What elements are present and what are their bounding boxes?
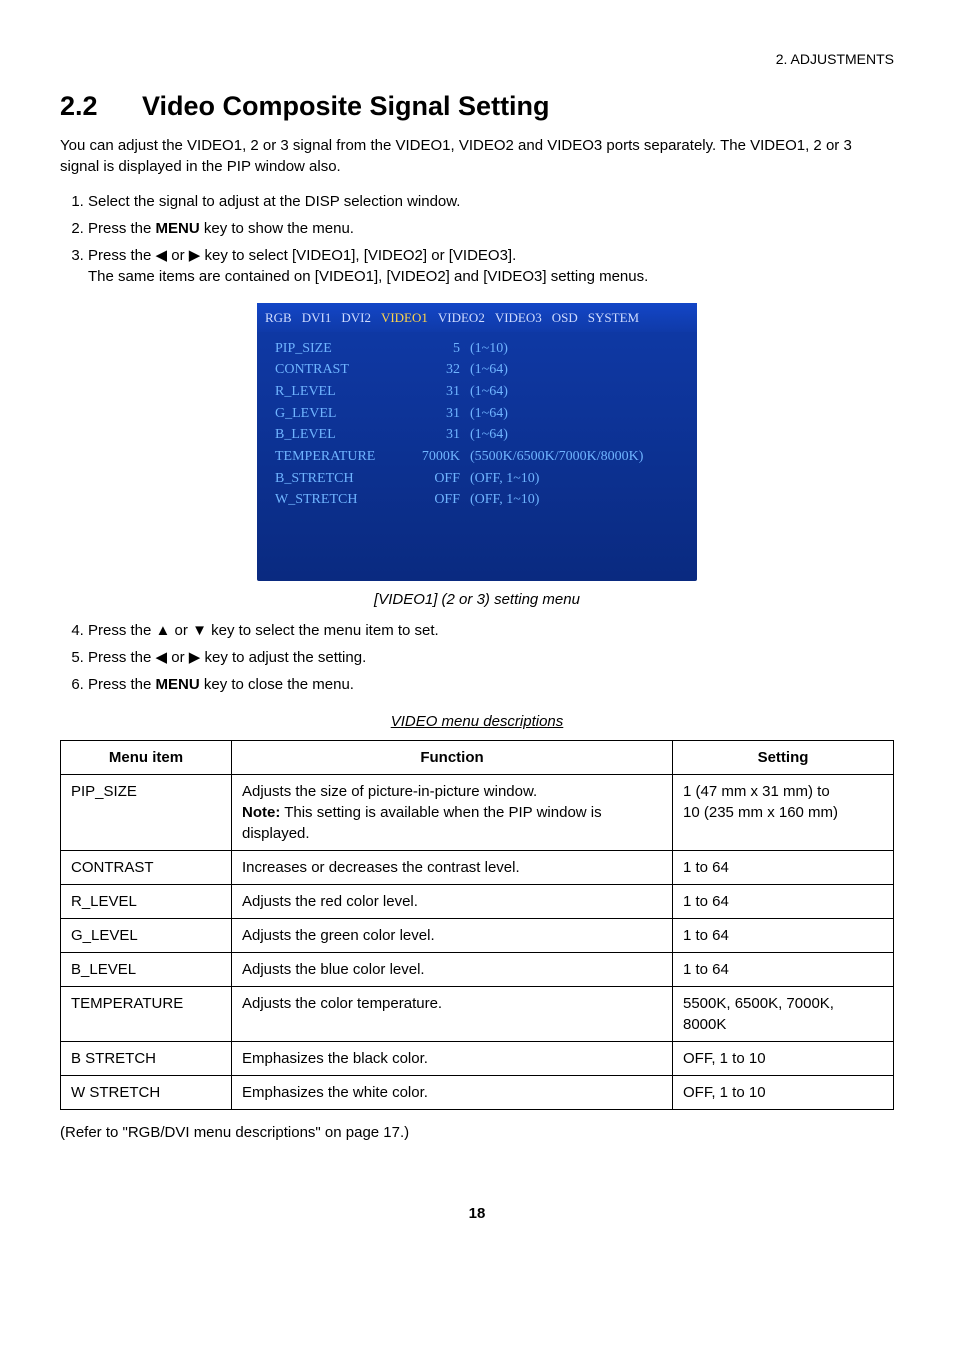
menu-tab: RGB: [265, 309, 292, 327]
menu-row-range: (1~10): [470, 338, 508, 360]
menu-row-key: B_LEVEL: [275, 424, 405, 446]
menu-row-key: W_STRETCH: [275, 489, 405, 511]
menu-row-key: CONTRAST: [275, 359, 405, 381]
menu-row-value: 31: [405, 424, 470, 446]
cell-menu-item: G_LEVEL: [61, 919, 232, 953]
cell-setting: 5500K, 6500K, 7000K,8000K: [673, 987, 894, 1042]
menu-row: CONTRAST32(1~64): [275, 359, 687, 381]
video-menu-screenshot: RGB DVI1 DVI2 VIDEO1 VIDEO2 VIDEO3 OSD SYSTEM P…: [257, 303, 697, 581]
cell-menu-item: PIP_SIZE: [61, 775, 232, 851]
cell-function: Increases or decreases the contrast leve…: [232, 851, 673, 885]
table-row: W STRETCHEmphasizes the white color.OFF,…: [61, 1076, 894, 1110]
table-row: PIP_SIZEAdjusts the size of picture-in-p…: [61, 775, 894, 851]
cell-menu-item: B_LEVEL: [61, 953, 232, 987]
table-row: R_LEVELAdjusts the red color level.1 to …: [61, 885, 894, 919]
menu-row-range: (1~64): [470, 403, 508, 425]
menu-row-value: 5: [405, 338, 470, 360]
table-row: G_LEVELAdjusts the green color level.1 t…: [61, 919, 894, 953]
steps-list-b: Press the ▲ or ▼ key to select the menu …: [60, 620, 894, 695]
cell-setting: 1 to 64: [673, 885, 894, 919]
menu-row: G_LEVEL31(1~64): [275, 403, 687, 425]
section-label: 2. ADJUSTMENTS: [60, 50, 894, 70]
intro-paragraph: You can adjust the VIDEO1, 2 or 3 signal…: [60, 135, 894, 177]
table-row: B STRETCHEmphasizes the black color.OFF,…: [61, 1042, 894, 1076]
cell-function: Adjusts the red color level.: [232, 885, 673, 919]
cell-function: Adjusts the blue color level.: [232, 953, 673, 987]
cell-menu-item: W STRETCH: [61, 1076, 232, 1110]
menu-tabs: RGB DVI1 DVI2 VIDEO1 VIDEO2 VIDEO3 OSD SYSTEM: [257, 303, 697, 331]
page-title: 2.2Video Composite Signal Setting: [60, 88, 894, 126]
menu-tab: DVI2: [341, 309, 371, 327]
cell-function: Adjusts the size of picture-in-picture w…: [232, 775, 673, 851]
table-row: B_LEVELAdjusts the blue color level.1 to…: [61, 953, 894, 987]
menu-row-value: 32: [405, 359, 470, 381]
menu-tab: OSD: [552, 309, 578, 327]
menu-row-key: B_STRETCH: [275, 468, 405, 490]
cell-function: Emphasizes the black color.: [232, 1042, 673, 1076]
table-row: CONTRASTIncreases or decreases the contr…: [61, 851, 894, 885]
menu-row: B_LEVEL31(1~64): [275, 424, 687, 446]
menu-row-range: (1~64): [470, 381, 508, 403]
step-item: Press the ▲ or ▼ key to select the menu …: [88, 620, 894, 641]
cell-menu-item: TEMPERATURE: [61, 987, 232, 1042]
cell-menu-item: R_LEVEL: [61, 885, 232, 919]
cell-function: Adjusts the color temperature.: [232, 987, 673, 1042]
menu-tab: DVI1: [302, 309, 332, 327]
menu-row-range: (OFF, 1~10): [470, 489, 539, 511]
menu-row-value: OFF: [405, 468, 470, 490]
menu-tab: SYSTEM: [588, 309, 639, 327]
cell-setting: OFF, 1 to 10: [673, 1076, 894, 1110]
cell-function: Adjusts the green color level.: [232, 919, 673, 953]
menu-row-key: TEMPERATURE: [275, 446, 405, 468]
step-item: Press the ◀ or ▶ key to select [VIDEO1],…: [88, 245, 894, 287]
menu-row-range: (1~64): [470, 359, 508, 381]
menu-row-key: PIP_SIZE: [275, 338, 405, 360]
menu-row-value: OFF: [405, 489, 470, 511]
menu-tab: VIDEO2: [438, 309, 485, 327]
step-item: Press the ◀ or ▶ key to adjust the setti…: [88, 647, 894, 668]
menu-row-range: (OFF, 1~10): [470, 468, 539, 490]
menu-tab: VIDEO1: [381, 309, 428, 327]
menu-row: W_STRETCHOFF(OFF, 1~10): [275, 489, 687, 511]
cell-setting: OFF, 1 to 10: [673, 1042, 894, 1076]
cell-setting: 1 to 64: [673, 953, 894, 987]
step-item: Press the MENU key to show the menu.: [88, 218, 894, 239]
th-menu-item: Menu item: [61, 741, 232, 775]
menu-row: B_STRETCHOFF(OFF, 1~10): [275, 468, 687, 490]
title-text: Video Composite Signal Setting: [142, 91, 550, 121]
menu-row-range: (1~64): [470, 424, 508, 446]
cell-menu-item: CONTRAST: [61, 851, 232, 885]
menu-row-key: G_LEVEL: [275, 403, 405, 425]
menu-row-key: R_LEVEL: [275, 381, 405, 403]
step-item: Select the signal to adjust at the DISP …: [88, 191, 894, 212]
table-title: VIDEO menu descriptions: [60, 711, 894, 732]
th-setting: Setting: [673, 741, 894, 775]
cell-setting: 1 to 64: [673, 851, 894, 885]
menu-row-range: (5500K/6500K/7000K/8000K): [470, 446, 643, 468]
cell-setting: 1 (47 mm x 31 mm) to10 (235 mm x 160 mm): [673, 775, 894, 851]
menu-row: TEMPERATURE7000K(5500K/6500K/7000K/8000K…: [275, 446, 687, 468]
steps-list-a: Select the signal to adjust at the DISP …: [60, 191, 894, 287]
menu-row: R_LEVEL31(1~64): [275, 381, 687, 403]
menu-row-value: 7000K: [405, 446, 470, 468]
footer-note: (Refer to "RGB/DVI menu descriptions" on…: [60, 1122, 894, 1143]
title-number: 2.2: [60, 88, 142, 126]
menu-row-value: 31: [405, 381, 470, 403]
menu-tab: VIDEO3: [495, 309, 542, 327]
step-item: Press the MENU key to close the menu.: [88, 674, 894, 695]
figure-caption: [VIDEO1] (2 or 3) setting menu: [60, 589, 894, 610]
cell-menu-item: B STRETCH: [61, 1042, 232, 1076]
video-menu-table: Menu item Function Setting PIP_SIZEAdjus…: [60, 740, 894, 1110]
th-function: Function: [232, 741, 673, 775]
cell-function: Emphasizes the white color.: [232, 1076, 673, 1110]
table-row: TEMPERATUREAdjusts the color temperature…: [61, 987, 894, 1042]
cell-setting: 1 to 64: [673, 919, 894, 953]
menu-row-value: 31: [405, 403, 470, 425]
menu-rows: PIP_SIZE5(1~10)CONTRAST32(1~64)R_LEVEL31…: [257, 332, 697, 512]
menu-row: PIP_SIZE5(1~10): [275, 338, 687, 360]
page-number: 18: [60, 1203, 894, 1224]
